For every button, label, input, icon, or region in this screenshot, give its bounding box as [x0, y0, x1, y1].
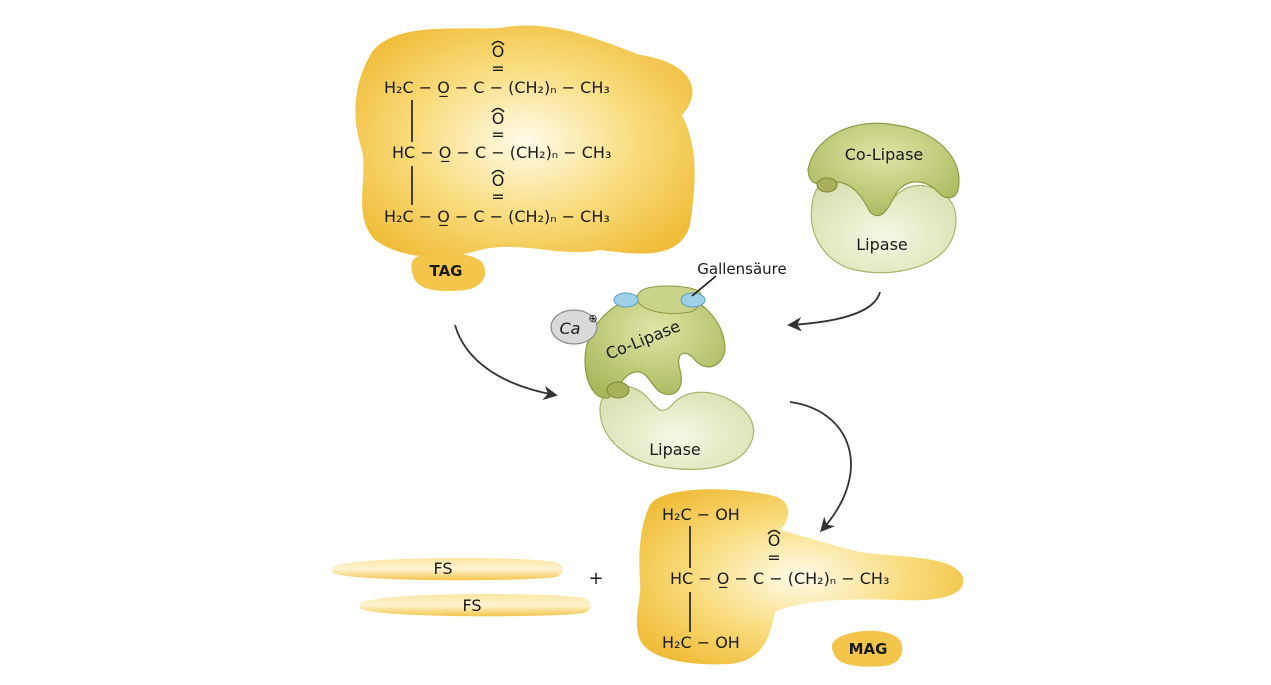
bile-acid-pointer [691, 275, 717, 297]
tag-row-2: HC − O̲ − C − (CH₂)ₙ − CH₃ [392, 143, 611, 163]
tag-carbonyl-o-1: O [492, 42, 505, 61]
enzyme-complex: Gallensäure Ca ⊕ Co-Lipase Lipase [550, 260, 787, 470]
bile-acid-icon [613, 292, 639, 308]
mag-row-1: H₂C − OH [662, 505, 740, 524]
tag-row-1: H₂C − O̲ − C − (CH₂)ₙ − CH₃ [384, 78, 610, 98]
tag-carbonyl-1: O = [491, 40, 505, 78]
calcium-ion [550, 309, 598, 345]
complex-lipase-shape [599, 385, 755, 470]
free-lipase-label: Lipase [856, 235, 908, 254]
mag-label-blob [831, 630, 903, 667]
free-colipase-label: Co-Lipase [845, 145, 924, 164]
arrow-complex-to-mag [789, 401, 852, 533]
tag-carbonyl-o-2: O [492, 109, 505, 128]
tag-carbonyl-2: O = [491, 107, 505, 144]
tag-label-blob [411, 252, 486, 292]
fs-label-2: FS [462, 596, 481, 615]
fs-bar-1 [332, 558, 563, 581]
calcium-label: Ca [560, 319, 581, 338]
tag-blob [355, 25, 695, 257]
free-colipase-nub [816, 177, 838, 193]
complex-lipase-label: Lipase [649, 440, 701, 459]
tag-row-3: H₂C − O̲ − C − (CH₂)ₙ − CH₃ [384, 207, 610, 227]
mag-label: MAG [849, 640, 888, 658]
tag-double-bond-1: = [491, 59, 504, 78]
bile-acid-icon-2 [680, 292, 706, 308]
mag-row-2: HC − O̲ − C − (CH₂)ₙ − CH₃ [670, 569, 889, 589]
tag-double-bond-2: = [491, 125, 504, 144]
mag-double-bond: = [767, 548, 780, 567]
tag-double-bond-3: = [491, 187, 504, 206]
arrow-tag-to-complex [454, 324, 558, 401]
mag-group: MAG H₂C − OH O = HC − O̲ − C − (CH₂)ₙ − … [636, 489, 964, 667]
fs-bar-2 [360, 594, 591, 617]
free-colipase-lipase: Co-Lipase Lipase [807, 122, 960, 274]
bile-acid-label: Gallensäure [697, 260, 786, 278]
mag-blob [636, 489, 964, 665]
tag-group: TAG O = O = O = H₂C − O̲ − C − (CH₂)ₙ − … [355, 25, 695, 292]
mag-carbonyl-o: O [768, 531, 781, 550]
tag-carbonyl-3: O = [491, 169, 505, 206]
mag-row-3: H₂C − OH [662, 633, 740, 652]
arrow-colipase-to-complex [787, 291, 881, 332]
mag-carbonyl: O = [767, 529, 781, 567]
calcium-charge: ⊕ [588, 312, 597, 325]
fatty-acids: FS FS + [332, 558, 604, 617]
free-colipase-shape [807, 122, 960, 217]
plus-sign: + [588, 568, 603, 589]
fs-label-1: FS [433, 559, 452, 578]
tag-label: TAG [430, 262, 463, 280]
tag-carbonyl-o-3: O [492, 171, 505, 190]
complex-colipase-nub [606, 381, 630, 399]
